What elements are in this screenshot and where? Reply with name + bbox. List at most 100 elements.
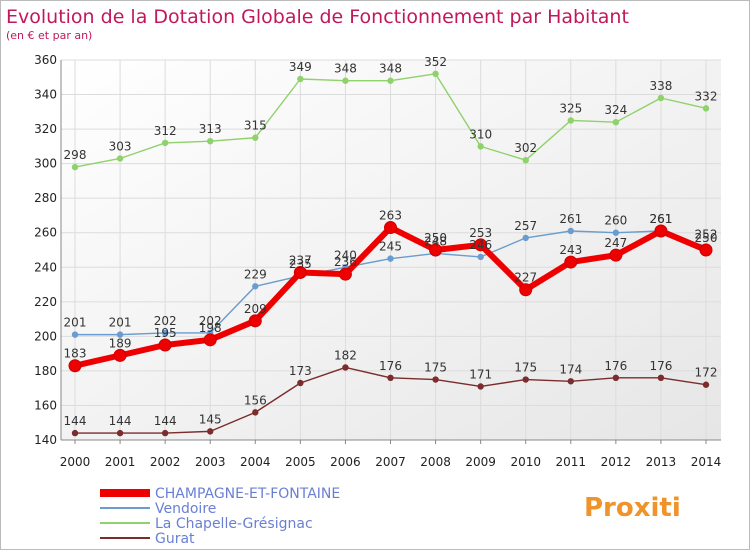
x-tick-label: 2004 — [240, 455, 271, 469]
data-label: 338 — [649, 79, 672, 93]
data-label: 246 — [469, 238, 492, 252]
legend-label: Vendoire — [155, 501, 216, 517]
legend-label: Gurat — [155, 531, 195, 547]
x-tick-label: 2001 — [105, 455, 136, 469]
data-label: 313 — [199, 122, 222, 136]
data-point — [432, 376, 439, 383]
data-point — [116, 429, 124, 437]
data-label: 349 — [289, 60, 312, 74]
data-point — [248, 314, 262, 328]
data-label: 198 — [199, 321, 222, 335]
data-point — [432, 70, 439, 78]
data-point — [68, 359, 82, 373]
data-label: 195 — [154, 326, 177, 340]
data-label: 227 — [514, 271, 537, 285]
data-label: 145 — [199, 412, 222, 426]
data-label: 253 — [469, 226, 492, 240]
data-label: 176 — [649, 359, 672, 373]
data-point — [342, 77, 349, 84]
data-point — [384, 221, 397, 235]
y-tick-label: 300 — [34, 157, 57, 171]
data-point — [113, 348, 127, 362]
data-point — [477, 143, 484, 150]
data-point — [158, 338, 172, 352]
y-tick-label: 180 — [34, 364, 57, 378]
proxiti-logo-text: Proxiti — [584, 493, 681, 523]
data-point — [522, 156, 529, 164]
data-point — [297, 379, 304, 387]
data-label: 243 — [559, 243, 582, 257]
data-label: 250 — [695, 231, 718, 245]
data-point — [252, 134, 259, 141]
y-tick-label: 260 — [34, 226, 57, 240]
data-point — [203, 333, 217, 347]
x-tick-label: 2006 — [330, 455, 361, 469]
y-tick-label: 240 — [34, 260, 57, 274]
data-point — [477, 383, 484, 390]
data-point — [474, 238, 488, 252]
y-tick-label: 140 — [34, 433, 57, 447]
data-label: 237 — [289, 253, 312, 267]
data-label: 229 — [244, 267, 267, 281]
data-point — [564, 255, 578, 269]
data-point — [477, 253, 484, 261]
y-tick-label: 160 — [34, 398, 57, 412]
data-label: 236 — [334, 255, 357, 269]
data-point — [612, 229, 620, 236]
data-label: 247 — [604, 236, 627, 250]
x-tick-label: 2008 — [420, 455, 451, 469]
chart-title: Evolution de la Dotation Globale de Fonc… — [6, 6, 629, 28]
y-tick-label: 320 — [34, 122, 57, 136]
data-label: 240 — [334, 248, 357, 262]
data-label: 209 — [244, 302, 267, 316]
data-point — [522, 234, 529, 242]
data-point — [207, 137, 214, 145]
data-point — [161, 329, 169, 337]
data-label: 352 — [424, 55, 447, 69]
data-label: 261 — [649, 212, 672, 226]
x-tick-label: 2007 — [375, 455, 406, 469]
data-point — [71, 331, 79, 338]
data-label: 261 — [559, 212, 582, 226]
data-label: 348 — [379, 62, 402, 76]
data-point — [519, 283, 533, 297]
data-point — [252, 283, 259, 290]
y-tick-label: 340 — [34, 88, 57, 102]
data-label: 172 — [695, 366, 718, 380]
data-point — [116, 331, 124, 338]
data-point — [161, 429, 169, 437]
data-label: 324 — [604, 103, 627, 117]
data-label: 248 — [424, 234, 447, 248]
data-label: 174 — [559, 362, 582, 376]
data-label: 144 — [154, 414, 177, 428]
chart-subtitle: (en € et par an) — [6, 29, 92, 42]
data-label: 183 — [64, 347, 87, 361]
data-point — [116, 155, 124, 162]
x-tick-label: 2005 — [285, 455, 316, 469]
data-label: 257 — [514, 219, 537, 233]
data-point — [252, 409, 259, 416]
data-label: 250 — [424, 231, 447, 245]
data-label: 332 — [695, 89, 718, 103]
data-point — [609, 248, 623, 262]
data-point — [699, 243, 713, 257]
axis-layer: 140 160 180 200 220 240 260 280 300 320 340 360 2000… — [34, 53, 721, 469]
x-tick-label: 2013 — [646, 455, 677, 469]
data-label: 144 — [109, 414, 132, 428]
data-point — [567, 117, 574, 124]
x-tick-label: 2012 — [601, 455, 632, 469]
data-label: 176 — [604, 359, 627, 373]
data-point — [71, 163, 79, 171]
data-point — [522, 376, 529, 383]
data-label: 263 — [379, 209, 402, 223]
x-tick-label: 2000 — [60, 455, 91, 469]
data-label: 182 — [334, 348, 357, 362]
data-label: 245 — [379, 240, 402, 254]
data-label: 201 — [64, 316, 87, 330]
series-layer — [68, 70, 713, 437]
data-label: 348 — [334, 62, 357, 76]
data-point — [654, 224, 668, 238]
data-point — [293, 265, 307, 279]
